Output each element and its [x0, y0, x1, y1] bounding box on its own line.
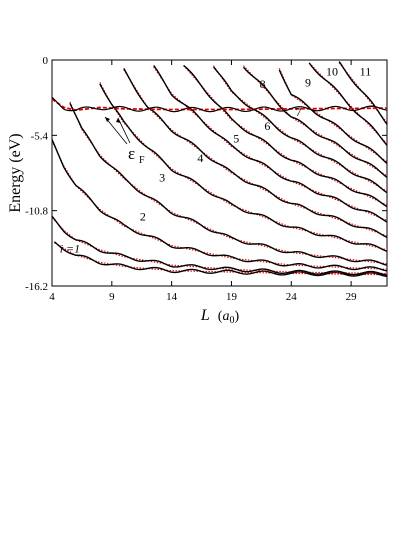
y-tick-label: 0 [43, 55, 49, 67]
y-tick-label: -10.8 [25, 206, 48, 218]
model-level-7-dotted [153, 66, 388, 221]
x-tick-label: 9 [109, 291, 115, 303]
level-label-4: 4 [197, 151, 203, 165]
x-tick-label: 4 [49, 291, 55, 303]
model-level-12-dotted [308, 62, 388, 145]
model-level-5-dotted [99, 82, 388, 251]
level-8-solid [183, 64, 388, 208]
energy-curves [51, 61, 388, 278]
level-label-6: 6 [264, 119, 270, 133]
level-label-3: 3 [159, 170, 165, 184]
model-level-1-dotted [54, 242, 388, 276]
level-labels: i =1 2 3 4 5 6 7 8 9 10 11 [60, 64, 372, 255]
fermi-pointer-line-1 [104, 116, 128, 145]
x-axis-title-symbol: L [200, 307, 210, 324]
level-label-2: 2 [140, 209, 146, 223]
x-axis-title-unit-subscript: 0 [229, 315, 234, 326]
y-axis-title: Energy (eV) [7, 133, 24, 212]
level-label-11: 11 [360, 64, 372, 78]
level-2-solid [51, 215, 388, 276]
level-label-7: 7 [295, 105, 301, 119]
x-tick-label: 29 [346, 291, 358, 303]
x-axis-title: L (a0) [200, 307, 240, 326]
fermi-level-solid [51, 96, 388, 113]
fermi-level-dashed [51, 98, 388, 112]
level-label-8: 8 [260, 77, 266, 91]
axis-ticks: 4 9 14 19 24 290-5.4-10.8-16.2 [25, 55, 387, 303]
level-6-solid [123, 68, 388, 238]
level-10-solid [242, 66, 388, 178]
fermi-symbol: ε [128, 144, 135, 163]
fermi-arrowhead-1 [105, 117, 110, 122]
level-label-5: 5 [233, 131, 239, 145]
x-axis-title-unit: a [222, 309, 229, 324]
level-11-solid [278, 69, 388, 164]
level-label-1: i =1 [60, 242, 80, 256]
level-label-10: 10 [326, 64, 338, 78]
model-level-8-dotted [183, 65, 388, 206]
y-tick-label: -5.4 [31, 130, 49, 142]
model-level-4-dotted [69, 101, 388, 265]
level-9-solid [212, 66, 388, 194]
level-3-solid [51, 139, 388, 272]
level-1-solid [53, 241, 388, 278]
level-4-solid [69, 102, 388, 266]
x-tick-label: 19 [226, 291, 238, 303]
level-13-solid [338, 61, 388, 125]
x-tick-label: 14 [166, 291, 178, 303]
plot-frame [51, 59, 388, 287]
x-tick-label: 24 [286, 291, 298, 303]
level-label-9: 9 [305, 76, 311, 90]
level-12-solid [308, 62, 388, 146]
level-7-solid [153, 65, 388, 223]
fermi-arrowhead-2 [116, 118, 121, 123]
fermi-subscript: F [139, 155, 145, 166]
fermi-level-label: ε F [104, 116, 145, 166]
model-level-9-dotted [213, 65, 388, 192]
y-tick-label: -16.2 [25, 281, 48, 293]
